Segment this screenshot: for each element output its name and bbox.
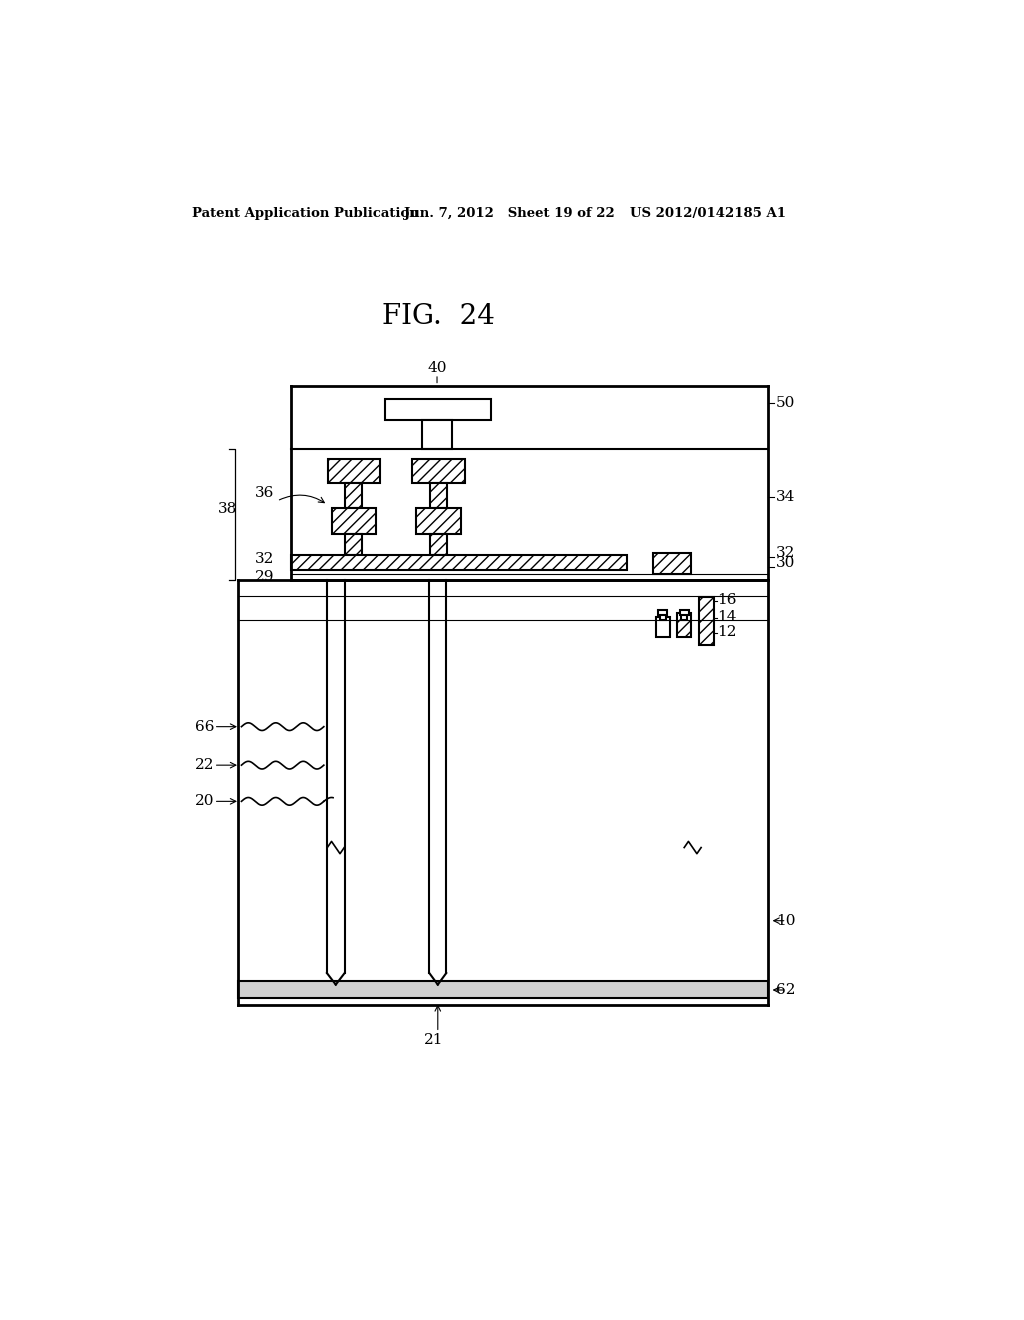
Bar (345, 483, 362, 508)
Text: 32: 32 (776, 546, 796, 561)
Text: 10: 10 (776, 913, 796, 928)
Bar (413, 459, 465, 483)
Bar (332, 508, 376, 535)
Bar (416, 508, 461, 535)
Text: US 2012/0142185 A1: US 2012/0142185 A1 (630, 207, 785, 220)
Text: 20: 20 (196, 795, 215, 808)
Bar (652, 553, 691, 574)
Bar (239, 981, 768, 998)
Text: 38: 38 (217, 502, 237, 516)
Bar (422, 420, 453, 449)
Bar (681, 614, 687, 620)
Bar (430, 483, 447, 508)
Text: 34: 34 (776, 490, 796, 504)
Text: 66: 66 (196, 719, 215, 734)
Text: 50: 50 (776, 396, 796, 411)
Text: 40: 40 (427, 360, 446, 375)
Text: 14: 14 (717, 610, 737, 623)
Bar (677, 612, 691, 638)
Bar (345, 535, 362, 554)
Bar (328, 459, 380, 483)
Bar (658, 610, 668, 615)
Text: Jun. 7, 2012   Sheet 19 of 22: Jun. 7, 2012 Sheet 19 of 22 (403, 207, 614, 220)
Text: Patent Application Publication: Patent Application Publication (193, 207, 419, 220)
Bar (430, 535, 447, 554)
Bar (698, 597, 714, 645)
Text: 21: 21 (424, 1034, 443, 1047)
Bar (291, 554, 628, 570)
Bar (385, 399, 490, 420)
Text: 36: 36 (255, 486, 274, 500)
Text: 22: 22 (196, 758, 215, 772)
Bar (680, 610, 689, 615)
Text: 62: 62 (776, 983, 796, 997)
Text: 16: 16 (717, 593, 737, 607)
Text: FIG.  24: FIG. 24 (382, 302, 495, 330)
Text: 12: 12 (717, 624, 737, 639)
Bar (659, 614, 666, 620)
Text: 29: 29 (255, 569, 274, 583)
Text: 32: 32 (255, 552, 274, 566)
Bar (655, 616, 670, 638)
Text: 30: 30 (776, 557, 796, 570)
